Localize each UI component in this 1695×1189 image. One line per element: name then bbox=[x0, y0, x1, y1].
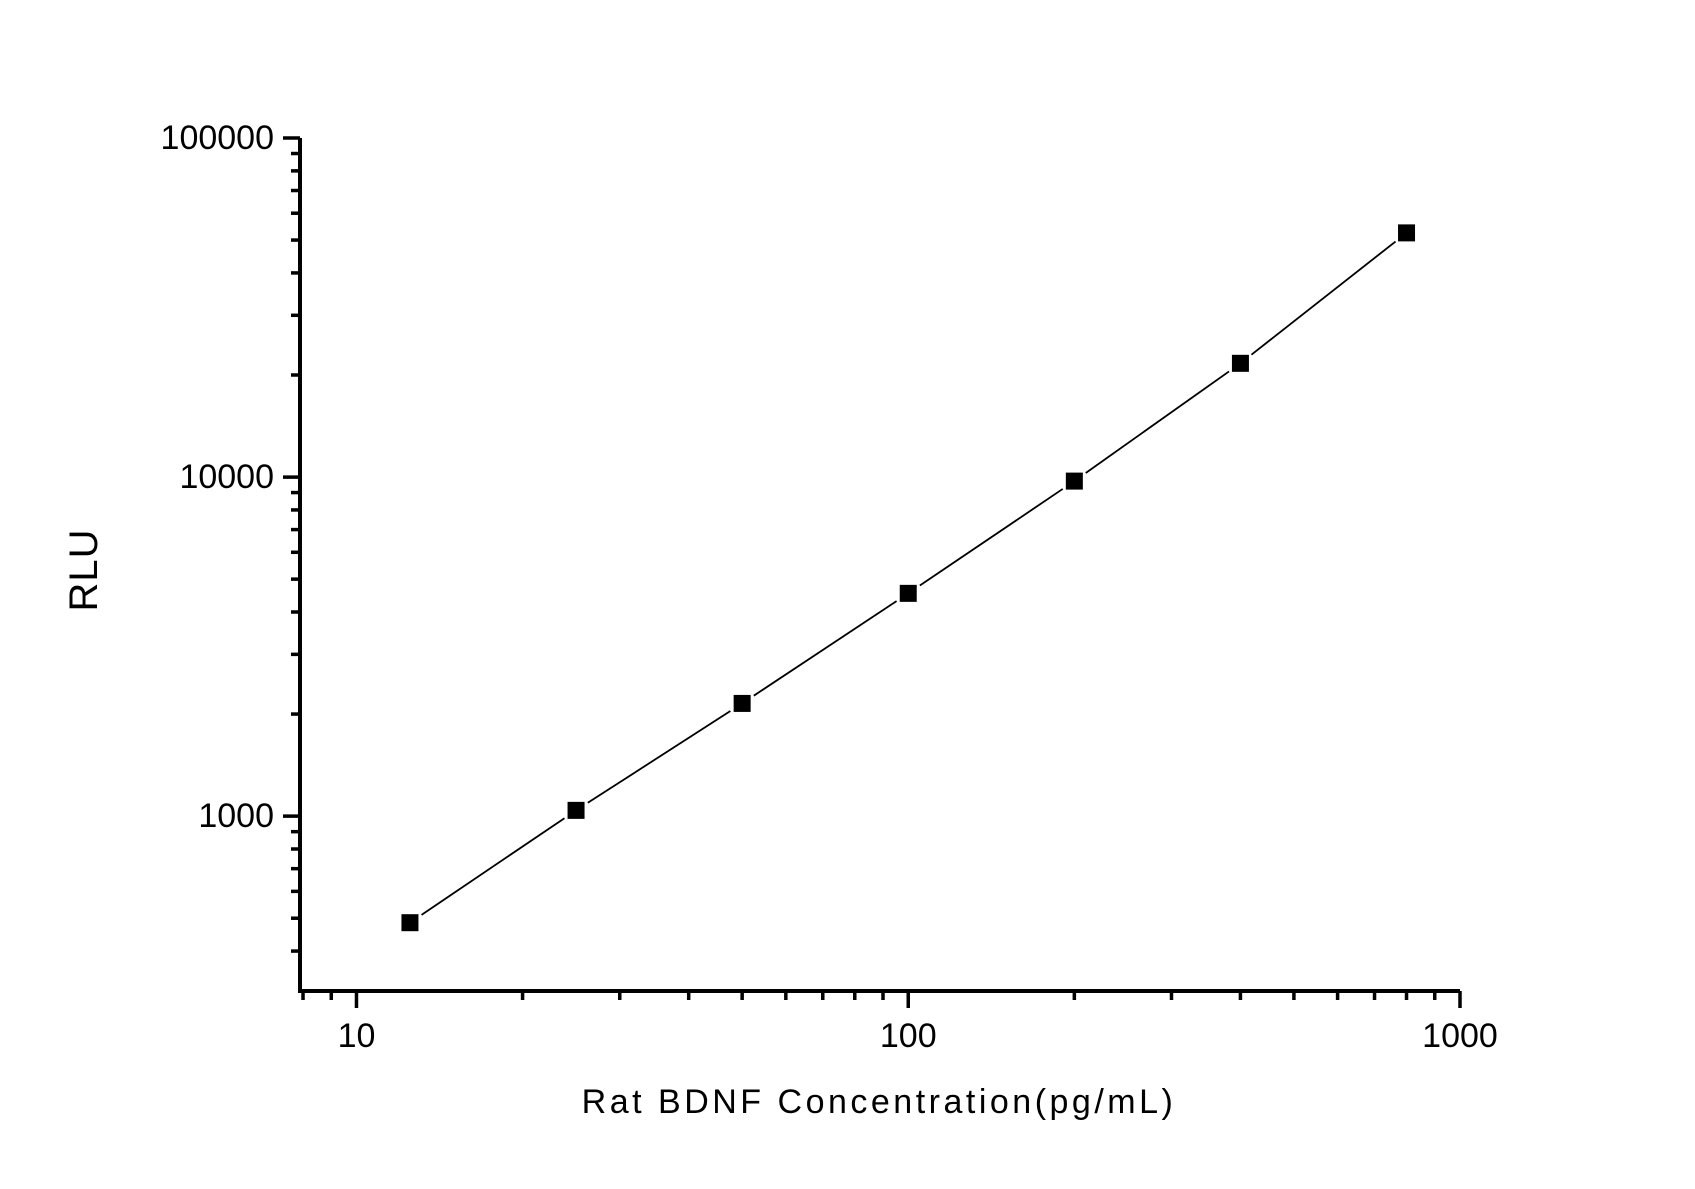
data-point-marker bbox=[1065, 472, 1083, 490]
data-series bbox=[401, 224, 1416, 932]
data-point-marker bbox=[899, 584, 917, 602]
series-line-segment bbox=[1250, 240, 1397, 356]
series-line-segment bbox=[1085, 370, 1230, 474]
data-point-marker bbox=[733, 694, 751, 712]
axis-frame bbox=[298, 138, 1460, 993]
y-tick-label: 1000 bbox=[198, 797, 274, 835]
series-line-segment bbox=[919, 488, 1064, 587]
data-point-marker bbox=[401, 914, 419, 932]
x-tick-label: 1000 bbox=[1422, 1017, 1498, 1055]
series-line-segment bbox=[587, 710, 731, 804]
y-tick-label: 10000 bbox=[179, 458, 274, 496]
x-axis-title: Rat BDNF Concentration(pg/mL) bbox=[582, 1083, 1177, 1121]
data-point-marker bbox=[567, 801, 585, 819]
x-tick-label: 10 bbox=[338, 1017, 376, 1055]
tick-labels: 10 100 1000 1000 10000 100000 bbox=[161, 119, 1498, 1055]
x-tick-label: 100 bbox=[880, 1017, 937, 1055]
y-axis-title: RLU bbox=[62, 528, 106, 611]
series-line-segment bbox=[753, 600, 898, 697]
data-point-marker bbox=[1398, 224, 1416, 242]
axis-ticks bbox=[283, 136, 1462, 1008]
y-tick-label: 100000 bbox=[161, 119, 274, 157]
series-line-segment bbox=[421, 817, 565, 916]
data-point-marker bbox=[1231, 354, 1249, 372]
axes bbox=[298, 138, 1460, 993]
